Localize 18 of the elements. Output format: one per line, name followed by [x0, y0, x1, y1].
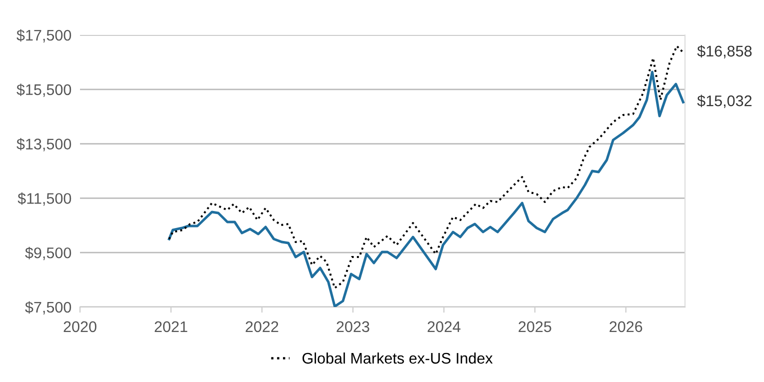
- x-tick-label: 2026: [610, 321, 642, 332]
- y-tick-label: $9,500: [25, 246, 72, 260]
- y-tick-label: $13,500: [16, 138, 72, 152]
- legend-label: Global Markets ex-US Index: [302, 352, 493, 364]
- x-tick-label: 2022: [246, 321, 278, 332]
- line-series: [168, 45, 684, 289]
- x-tick-label: 2024: [428, 321, 460, 332]
- y-tick-label: $7,500: [25, 301, 72, 314]
- x-tick-label: 2020: [64, 321, 96, 332]
- y-tick-label: $15,500: [16, 84, 72, 97]
- line-series: [168, 70, 684, 307]
- annotation: $16,858: [697, 45, 752, 58]
- y-tick-label: $11,500: [18, 192, 72, 206]
- x-tick-label: 2023: [336, 321, 370, 332]
- annotation: $15,032: [697, 94, 752, 108]
- y-tick-label: $17,500: [16, 29, 72, 42]
- x-tick-label: 2021: [154, 321, 188, 332]
- x-tick-label: 2025: [518, 321, 552, 332]
